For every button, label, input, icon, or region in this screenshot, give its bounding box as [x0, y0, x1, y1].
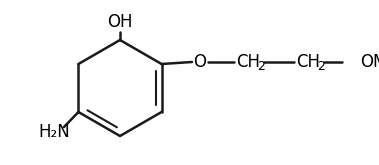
Text: 2: 2: [257, 61, 265, 73]
Text: O: O: [194, 53, 207, 71]
Text: CH: CH: [296, 53, 320, 71]
Text: 2: 2: [317, 61, 325, 73]
Text: H₂N: H₂N: [38, 123, 70, 141]
Text: OMe: OMe: [360, 53, 379, 71]
Text: OH: OH: [107, 13, 133, 31]
Text: CH: CH: [236, 53, 260, 71]
